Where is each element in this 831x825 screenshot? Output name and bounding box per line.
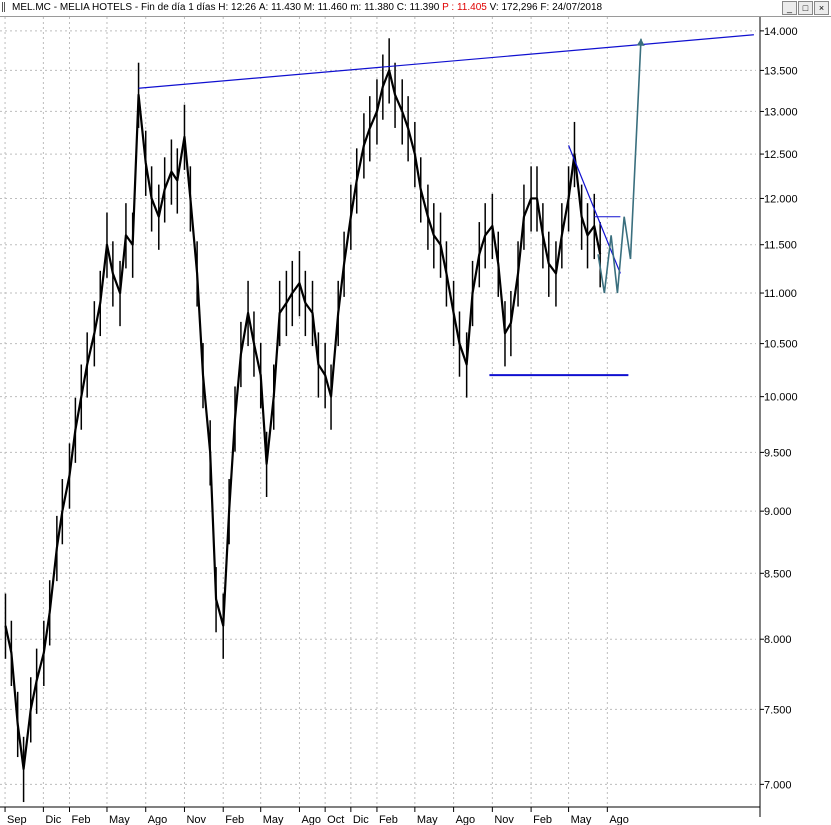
volume-value: 172,296 (501, 2, 538, 13)
company-name: MELIA HOTELS (59, 2, 133, 13)
x-tick-label: Feb (533, 814, 552, 825)
separator: - (134, 2, 139, 13)
date-label: F: (540, 2, 550, 13)
high-value: 12:26 (231, 2, 257, 13)
chart-title-bar: MEL.MC - MELIA HOTELS - Fin de día 1 día… (0, 0, 831, 17)
x-tick-label: Ago (609, 814, 629, 825)
drag-grip-icon[interactable] (2, 2, 6, 13)
y-tick-label: 12.000 (764, 193, 798, 205)
x-tick-label: May (417, 814, 438, 825)
x-tick-label: Ago (456, 814, 476, 825)
y-tick-label: 9.500 (764, 447, 792, 459)
ticker-label: MEL.MC (12, 2, 51, 13)
y-tick-label: 10.000 (764, 392, 798, 404)
y-axis: 14.000 13.500 13.000 12.500 12.000 11.500 11.0… (759, 17, 798, 817)
x-tick-label: Feb (379, 814, 398, 825)
open-label: A: (258, 2, 269, 13)
x-tick-label: May (263, 814, 284, 825)
x-tick-label: May (571, 814, 592, 825)
x-tick-label: Ago (301, 814, 321, 825)
close-button[interactable]: × (814, 1, 829, 15)
p-value: 11.405 (456, 2, 487, 13)
x-axis: Sep Dic Feb May Ago Nov Feb May Ago Oct Dic Feb May A… (0, 806, 760, 825)
close-label: C: (396, 2, 407, 13)
price-line (4, 69, 602, 771)
projection-arrowhead (636, 38, 645, 46)
y-tick-label: 11.000 (764, 288, 797, 300)
descending-trendline (568, 145, 621, 274)
x-tick-label: May (109, 814, 130, 825)
max-value: 11.460 (317, 2, 348, 13)
min-label: m: (350, 2, 362, 13)
y-tick-label: 10.500 (764, 339, 798, 351)
volume-label: V: (489, 2, 499, 13)
y-tick-label: 13.500 (764, 65, 798, 77)
period-label: Fin de día 1 días (140, 2, 216, 13)
y-tick-label: 8.000 (764, 634, 792, 646)
separator: - (53, 2, 58, 13)
y-tick-label: 11.500 (764, 240, 797, 252)
min-value: 11.380 (364, 2, 394, 13)
x-tick-label: Feb (71, 814, 90, 825)
maximize-button[interactable]: □ (798, 1, 813, 15)
y-tick-label: 14.000 (764, 26, 798, 38)
x-tick-label: Dic (353, 814, 369, 825)
price-chart[interactable]: 14.000 13.500 13.000 12.500 12.000 11.500 11.0… (0, 17, 831, 825)
x-tick-label: Sep (7, 814, 27, 825)
resistance-trendline (138, 34, 754, 89)
open-value: 11.430 (271, 2, 301, 13)
x-tick-label: Dic (45, 814, 61, 825)
x-tick-label: Feb (225, 814, 244, 825)
projection-path (597, 38, 642, 294)
close-value: 11.390 (409, 2, 440, 13)
price-series (4, 38, 602, 803)
p-label: P : (442, 2, 455, 13)
high-label: H: (218, 2, 229, 13)
window-controls: _ □ × (781, 1, 829, 15)
y-tick-label: 9.000 (764, 506, 792, 518)
chart-annotations (138, 34, 754, 377)
y-tick-label: 7.500 (764, 704, 792, 716)
y-tick-label: 12.500 (764, 149, 798, 161)
y-tick-label: 7.000 (764, 779, 792, 791)
date-value: 24/07/2018 (552, 2, 603, 13)
x-tick-label: Ago (148, 814, 168, 825)
x-tick-label: Nov (186, 814, 206, 825)
chart-grid (0, 17, 756, 807)
y-tick-label: 8.500 (764, 568, 792, 580)
max-label: M: (303, 2, 315, 13)
y-tick-label: 13.000 (764, 106, 798, 118)
x-tick-label: Oct (327, 814, 344, 825)
minimize-button[interactable]: _ (782, 1, 797, 15)
x-tick-label: Nov (494, 814, 514, 825)
